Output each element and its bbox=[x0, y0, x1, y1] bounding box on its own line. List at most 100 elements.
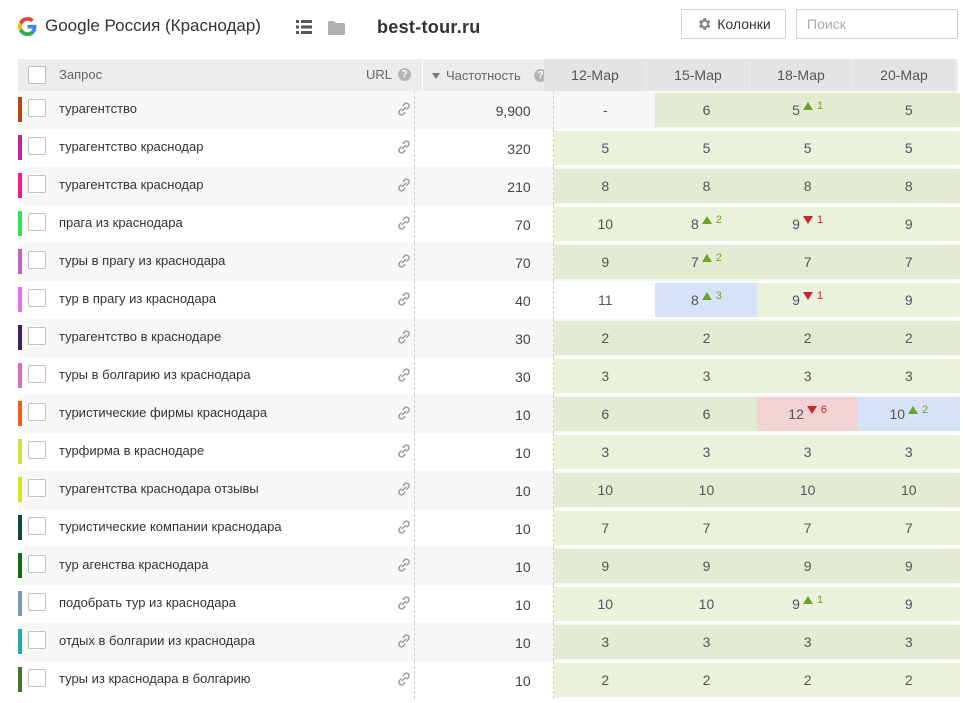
position-value-box[interactable]: 2 bbox=[655, 663, 758, 697]
position-value-box[interactable]: 9 bbox=[655, 549, 758, 583]
position-value-box[interactable]: 2 bbox=[756, 663, 859, 697]
row-checkbox[interactable] bbox=[28, 175, 46, 193]
link-icon[interactable] bbox=[396, 101, 412, 117]
position-value-box[interactable]: 3 bbox=[655, 359, 758, 393]
search-input[interactable] bbox=[796, 9, 958, 39]
query-column-header[interactable]: Запрос bbox=[59, 67, 103, 82]
position-value-box[interactable]: 9 bbox=[554, 245, 657, 279]
query-text[interactable]: турагентство bbox=[59, 101, 138, 116]
position-value-box[interactable]: 8 bbox=[857, 169, 960, 203]
query-text[interactable]: туры из краснодара в болгарию bbox=[59, 671, 251, 686]
query-text[interactable]: тур в прагу из краснодара bbox=[59, 291, 217, 306]
list-view-icon[interactable] bbox=[296, 20, 312, 34]
position-value-box[interactable]: 9 bbox=[857, 207, 960, 241]
position-value-box[interactable]: 10 bbox=[857, 473, 960, 507]
link-icon[interactable] bbox=[396, 481, 412, 497]
query-text[interactable]: тур агенства краснодара bbox=[59, 557, 209, 572]
row-checkbox[interactable] bbox=[28, 517, 46, 535]
query-text[interactable]: туристические фирмы краснодара bbox=[59, 405, 268, 420]
url-info-icon[interactable]: ? bbox=[398, 68, 411, 81]
position-value-box[interactable]: 3 bbox=[857, 625, 960, 659]
position-value-box[interactable]: 2 bbox=[655, 321, 758, 355]
link-icon[interactable] bbox=[396, 291, 412, 307]
position-value-box[interactable]: 7 bbox=[655, 511, 758, 545]
date-column-header[interactable]: 15-Мар bbox=[647, 59, 749, 91]
row-checkbox[interactable] bbox=[28, 441, 46, 459]
position-value-box[interactable]: 3 bbox=[857, 359, 960, 393]
link-icon[interactable] bbox=[396, 177, 412, 193]
row-checkbox[interactable] bbox=[28, 669, 46, 687]
position-value-box[interactable]: 8 bbox=[655, 169, 758, 203]
position-value-box[interactable]: 9 bbox=[857, 283, 960, 317]
position-value-box[interactable]: 6 bbox=[655, 93, 758, 127]
link-icon[interactable] bbox=[396, 443, 412, 459]
position-value-box[interactable]: 10 2 bbox=[857, 397, 960, 431]
position-value-box[interactable]: 7 bbox=[857, 245, 960, 279]
select-all-checkbox[interactable] bbox=[28, 66, 46, 84]
query-text[interactable]: туры в прагу из краснодара bbox=[59, 253, 226, 268]
columns-button[interactable]: Колонки bbox=[681, 9, 786, 39]
date-column-header[interactable]: 18-Мар bbox=[750, 59, 852, 91]
position-value-box[interactable]: 5 bbox=[655, 131, 758, 165]
row-checkbox[interactable] bbox=[28, 365, 46, 383]
position-value-box[interactable]: 3 bbox=[655, 435, 758, 469]
link-icon[interactable] bbox=[396, 329, 412, 345]
query-text[interactable]: туристические компании краснодара bbox=[59, 519, 282, 534]
query-text[interactable]: подобрать тур из краснодара bbox=[59, 595, 236, 610]
row-checkbox[interactable] bbox=[28, 327, 46, 345]
row-checkbox[interactable] bbox=[28, 555, 46, 573]
position-value-box[interactable]: 8 bbox=[554, 169, 657, 203]
position-value-box[interactable]: 9 bbox=[756, 549, 859, 583]
position-value-box[interactable]: 3 bbox=[655, 625, 758, 659]
position-value-box[interactable]: 2 bbox=[554, 321, 657, 355]
position-value-box[interactable]: 10 bbox=[554, 587, 657, 621]
position-value-box[interactable]: 5 bbox=[554, 131, 657, 165]
row-checkbox[interactable] bbox=[28, 479, 46, 497]
row-checkbox[interactable] bbox=[28, 99, 46, 117]
query-text[interactable]: турагентства краснодар bbox=[59, 177, 204, 192]
link-icon[interactable] bbox=[396, 633, 412, 649]
position-value-box[interactable]: 3 bbox=[857, 435, 960, 469]
row-checkbox[interactable] bbox=[28, 137, 46, 155]
position-value-box[interactable]: 3 bbox=[554, 359, 657, 393]
frequency-info-icon[interactable]: ? bbox=[534, 69, 547, 82]
position-value-box[interactable]: 7 bbox=[554, 511, 657, 545]
date-column-header[interactable]: 20-Мар bbox=[853, 59, 955, 91]
link-icon[interactable] bbox=[396, 405, 412, 421]
link-icon[interactable] bbox=[396, 595, 412, 611]
position-value-box[interactable]: 11 bbox=[554, 283, 656, 317]
position-value-box[interactable]: 10 bbox=[756, 473, 859, 507]
position-value-box[interactable]: 10 bbox=[554, 207, 657, 241]
row-checkbox[interactable] bbox=[28, 631, 46, 649]
position-value-box[interactable]: 7 bbox=[857, 511, 960, 545]
query-text[interactable]: прага из краснодара bbox=[59, 215, 183, 230]
position-value-box[interactable]: 9 bbox=[857, 549, 960, 583]
link-icon[interactable] bbox=[396, 671, 412, 687]
search-engine-title[interactable]: Google Россия (Краснодар) bbox=[45, 16, 261, 35]
link-icon[interactable] bbox=[396, 557, 412, 573]
row-checkbox[interactable] bbox=[28, 251, 46, 269]
position-value-box[interactable]: 8 bbox=[756, 169, 859, 203]
folder-icon[interactable] bbox=[328, 21, 345, 35]
position-value-box[interactable]: 5 bbox=[857, 131, 960, 165]
link-icon[interactable] bbox=[396, 139, 412, 155]
row-checkbox[interactable] bbox=[28, 213, 46, 231]
date-column-header[interactable]: 12-Мар bbox=[544, 59, 646, 91]
row-checkbox[interactable] bbox=[28, 289, 46, 307]
query-text[interactable]: отдых в болгарии из краснодара bbox=[59, 633, 255, 648]
position-value-box[interactable]: 2 bbox=[756, 321, 859, 355]
position-value-box[interactable]: 9 bbox=[857, 587, 960, 621]
position-value-box[interactable]: 10 bbox=[655, 473, 758, 507]
position-value-box[interactable]: 7 bbox=[756, 511, 859, 545]
position-value-box[interactable]: 7 bbox=[756, 245, 859, 279]
position-value-box[interactable]: 2 bbox=[554, 663, 657, 697]
position-value-box[interactable]: 3 bbox=[756, 359, 859, 393]
position-value-box[interactable]: 2 bbox=[857, 663, 960, 697]
query-text[interactable]: турагентства краснодара отзывы bbox=[59, 481, 259, 496]
position-value-box[interactable]: 2 bbox=[857, 321, 960, 355]
